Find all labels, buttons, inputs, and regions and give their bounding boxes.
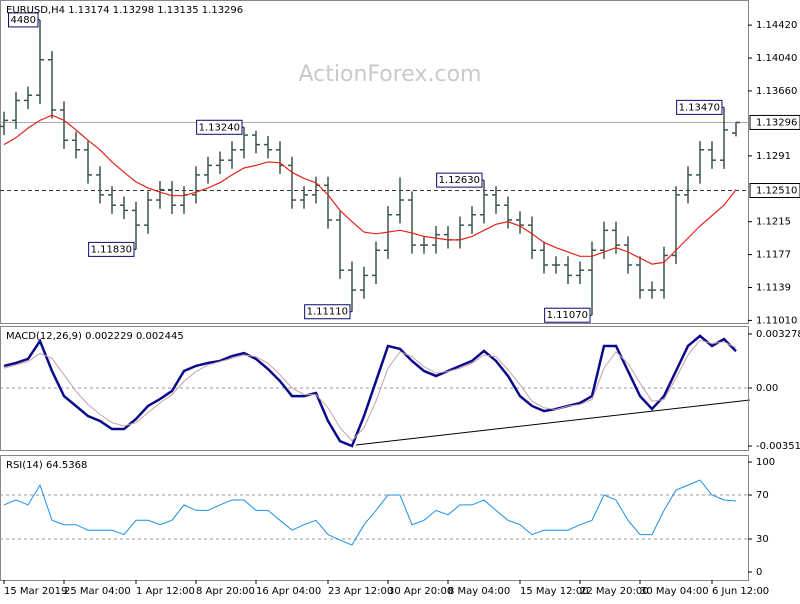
panel-frame (0, 0, 749, 324)
price-label-box (749, 114, 800, 130)
panel-title: RSI(14) 64.5368 (6, 460, 87, 471)
annotation-label: 1.13240 (199, 122, 240, 133)
watermark: ActionForex.com (299, 62, 482, 87)
y-tick-label: 1.13660 (756, 86, 797, 97)
annotation: 1.13240 (196, 119, 244, 135)
y-tick-label: 1.1215 (756, 217, 791, 228)
panel-title: MACD(12,26,9) 0.002229 0.002445 (6, 331, 184, 342)
y-tick-label: 70 (756, 490, 769, 501)
price-label-box (749, 183, 800, 199)
annotation-label: 1.11110 (307, 307, 348, 318)
series-line (3, 339, 737, 442)
y-tick-label: 1.1177 (756, 250, 791, 261)
y-tick-label: 1.1291 (756, 151, 791, 162)
y-tick-label: 30 (756, 534, 769, 545)
x-tick-label: 8 May 04:00 (448, 586, 510, 597)
annotation-label: 1.13470 (679, 102, 720, 113)
annotation-label: 4480 (11, 15, 36, 26)
x-tick-label: 23 Apr 12:00 (328, 586, 393, 597)
y-tick-label: 1.11010 (756, 315, 797, 326)
y-tick-label: 1.14420 (756, 20, 797, 31)
panel-title: EURUSD,H4 1.13174 1.13298 1.13135 1.1329… (6, 5, 243, 16)
annotation: 4480 (8, 12, 40, 28)
annotation-label: 1.11070 (547, 310, 588, 321)
x-tick-label: 15 Mar 2019 (4, 586, 67, 597)
x-tick-label: 30 Apr 20:00 (388, 586, 453, 597)
price-label: 1.12510 (756, 186, 797, 197)
x-tick-label: 30 May 04:00 (640, 586, 709, 597)
y-tick-label: -0.003519 (756, 441, 800, 452)
y-tick-label: 0 (756, 567, 762, 578)
annotation: 1.11830 (88, 241, 136, 257)
y-tick-label: 0.00 (756, 383, 778, 394)
moving-average (3, 114, 737, 265)
y-tick-label: 1.14040 (756, 53, 797, 64)
y-tick-label: 100 (756, 457, 775, 468)
x-tick-label: 25 Mar 04:00 (64, 586, 131, 597)
annotation: 1.13470 (676, 99, 724, 115)
y-tick-label: 1.1139 (756, 282, 791, 293)
y-tick-label: 0.003278 (756, 329, 800, 340)
annotation: 1.12630 (436, 172, 484, 188)
x-tick-label: 22 May 20:00 (580, 586, 649, 597)
annotation: 1.11110 (304, 304, 352, 320)
annotation-label: 1.11830 (91, 244, 132, 255)
annotation: 1.11070 (544, 307, 592, 323)
panel-frame (0, 455, 749, 581)
x-tick-label: 6 Jun 12:00 (712, 586, 769, 597)
price-label: 1.13296 (756, 117, 797, 128)
annotation-box (436, 172, 483, 188)
annotation-label: 1.12630 (439, 175, 480, 186)
x-tick-label: 1 Apr 12:00 (136, 586, 195, 597)
x-tick-label: 16 Apr 04:00 (256, 586, 321, 597)
series-line (3, 479, 737, 546)
macd-trendline (355, 399, 751, 446)
series-line (3, 334, 737, 448)
x-tick-label: 8 Apr 20:00 (196, 586, 255, 597)
x-tick-label: 15 May 12:00 (520, 586, 589, 597)
